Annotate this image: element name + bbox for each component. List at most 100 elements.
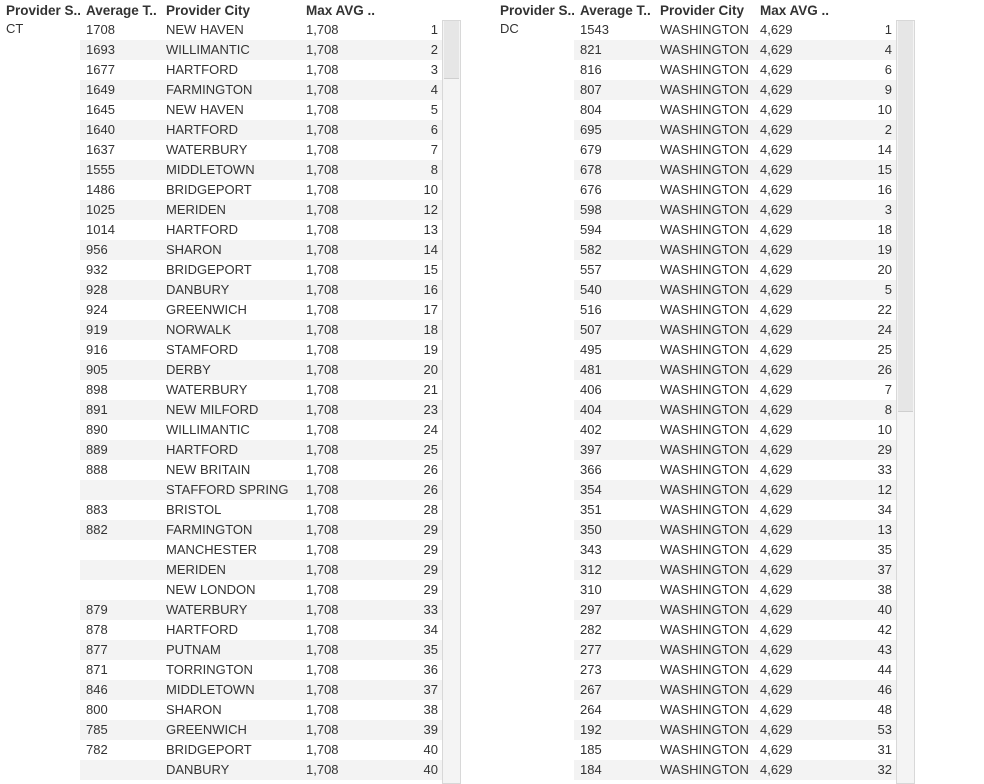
table-row[interactable]: 916 STAMFORD 1,708 19 (0, 340, 470, 360)
table-row[interactable]: 397 WASHINGTON 4,629 29 (494, 440, 984, 460)
table-row[interactable]: 264 WASHINGTON 4,629 48 (494, 700, 984, 720)
table-row[interactable]: 267 WASHINGTON 4,629 46 (494, 680, 984, 700)
header-provider-city[interactable]: Provider City (660, 3, 745, 18)
table-row[interactable]: 343 WASHINGTON 4,629 35 (494, 540, 984, 560)
table-row[interactable]: 800 SHARON 1,708 38 (0, 700, 470, 720)
table-row[interactable]: 905 DERBY 1,708 20 (0, 360, 470, 380)
table-row[interactable]: 1677 HARTFORD 1,708 3 (0, 60, 470, 80)
table-row[interactable]: 956 SHARON 1,708 14 (0, 240, 470, 260)
table-row[interactable]: 898 WATERBURY 1,708 21 (0, 380, 470, 400)
rank-cell: 5 (828, 280, 896, 300)
header-average-total[interactable]: Average T.. (86, 3, 157, 18)
table-row[interactable]: 877 PUTNAM 1,708 35 (0, 640, 470, 660)
table-row[interactable]: 366 WASHINGTON 4,629 33 (494, 460, 984, 480)
header-max-avg[interactable]: Max AVG .. (306, 3, 376, 18)
table-row[interactable]: 816 WASHINGTON 4,629 6 (494, 60, 984, 80)
left-scrollbar-thumb[interactable] (444, 21, 459, 79)
table-row[interactable]: 481 WASHINGTON 4,629 26 (494, 360, 984, 380)
table-row[interactable]: 598 WASHINGTON 4,629 3 (494, 200, 984, 220)
left-table-body[interactable]: CT 1708 NEW HAVEN 1,708 1 1693 WILLIMANTIC 1,7… (0, 20, 470, 784)
max-avg-cell: 4,629 (748, 100, 828, 120)
table-row[interactable]: 1693 WILLIMANTIC 1,708 2 (0, 40, 470, 60)
table-row[interactable]: STAFFORD SPRING 1,708 26 (0, 480, 470, 500)
table-row[interactable]: 351 WASHINGTON 4,629 34 (494, 500, 984, 520)
table-row[interactable]: 404 WASHINGTON 4,629 8 (494, 400, 984, 420)
table-row[interactable]: 678 WASHINGTON 4,629 15 (494, 160, 984, 180)
table-row[interactable]: 540 WASHINGTON 4,629 5 (494, 280, 984, 300)
table-row[interactable]: 406 WASHINGTON 4,629 7 (494, 380, 984, 400)
table-row[interactable]: 1486 BRIDGEPORT 1,708 10 (0, 180, 470, 200)
table-row[interactable]: 804 WASHINGTON 4,629 10 (494, 100, 984, 120)
table-row[interactable]: 185 WASHINGTON 4,629 31 (494, 740, 984, 760)
table-row[interactable]: 882 FARMINGTON 1,708 29 (0, 520, 470, 540)
header-max-avg[interactable]: Max AVG .. (760, 3, 830, 18)
header-provider-state[interactable]: Provider S.. (500, 3, 574, 18)
table-row[interactable]: 782 BRIDGEPORT 1,708 40 (0, 740, 470, 760)
table-row[interactable]: 932 BRIDGEPORT 1,708 15 (0, 260, 470, 280)
average-total-cell: 540 (574, 280, 654, 300)
table-row[interactable]: 821 WASHINGTON 4,629 4 (494, 40, 984, 60)
table-row[interactable]: 507 WASHINGTON 4,629 24 (494, 320, 984, 340)
table-row[interactable]: 695 WASHINGTON 4,629 2 (494, 120, 984, 140)
table-row[interactable]: 402 WASHINGTON 4,629 10 (494, 420, 984, 440)
table-row[interactable]: 1025 MERIDEN 1,708 12 (0, 200, 470, 220)
table-row[interactable]: 354 WASHINGTON 4,629 12 (494, 480, 984, 500)
table-row[interactable]: 1645 NEW HAVEN 1,708 5 (0, 100, 470, 120)
table-row[interactable]: 890 WILLIMANTIC 1,708 24 (0, 420, 470, 440)
table-row[interactable]: 594 WASHINGTON 4,629 18 (494, 220, 984, 240)
header-provider-city[interactable]: Provider City (166, 3, 251, 18)
header-average-total[interactable]: Average T.. (580, 3, 651, 18)
table-row[interactable]: 582 WASHINGTON 4,629 19 (494, 240, 984, 260)
table-row[interactable]: 1555 MIDDLETOWN 1,708 8 (0, 160, 470, 180)
table-row[interactable]: 891 NEW MILFORD 1,708 23 (0, 400, 470, 420)
table-row[interactable]: 297 WASHINGTON 4,629 40 (494, 600, 984, 620)
table-row[interactable]: 183WASHINGTON4,62950 (494, 780, 984, 784)
table-row[interactable]: 495 WASHINGTON 4,629 25 (494, 340, 984, 360)
table-row[interactable]: 1640 HARTFORD 1,708 6 (0, 120, 470, 140)
table-row[interactable]: 888 NEW BRITAIN 1,708 26 (0, 460, 470, 480)
table-row[interactable]: 846 MIDDLETOWN 1,708 37 (0, 680, 470, 700)
table-row[interactable]: 676 WASHINGTON 4,629 16 (494, 180, 984, 200)
table-row[interactable]: 679 WASHINGTON 4,629 14 (494, 140, 984, 160)
table-row[interactable]: 919 NORWALK 1,708 18 (0, 320, 470, 340)
table-row[interactable]: 192 WASHINGTON 4,629 53 (494, 720, 984, 740)
table-row[interactable]: 310 WASHINGTON 4,629 38 (494, 580, 984, 600)
table-row[interactable]: 557 WASHINGTON 4,629 20 (494, 260, 984, 280)
table-row[interactable]: 350 WASHINGTON 4,629 13 (494, 520, 984, 540)
table-row[interactable]: 1649 FARMINGTON 1,708 4 (0, 80, 470, 100)
average-total-cell: 891 (80, 400, 162, 420)
table-row[interactable]: 889 HARTFORD 1,708 25 (0, 440, 470, 460)
table-row[interactable]: 277 WASHINGTON 4,629 43 (494, 640, 984, 660)
max-avg-cell: 4,629 (748, 360, 828, 380)
table-row[interactable]: 928 DANBURY 1,708 16 (0, 280, 470, 300)
table-row[interactable]: 924 GREENWICH 1,708 17 (0, 300, 470, 320)
table-row[interactable]: 879 WATERBURY 1,708 33 (0, 600, 470, 620)
table-row[interactable]: 273 WASHINGTON 4,629 44 (494, 660, 984, 680)
table-row[interactable]: 871 TORRINGTON 1,708 36 (0, 660, 470, 680)
table-row[interactable]: 1014 HARTFORD 1,708 13 (0, 220, 470, 240)
table-row[interactable]: 516 WASHINGTON 4,629 22 (494, 300, 984, 320)
header-provider-state[interactable]: Provider S.. (6, 3, 80, 18)
table-row[interactable]: 1637 WATERBURY 1,708 7 (0, 140, 470, 160)
left-scrollbar[interactable] (442, 20, 461, 784)
rank-cell: 29 (380, 580, 442, 600)
table-row[interactable]: MERIDEN 1,708 29 (0, 560, 470, 580)
table-row[interactable]: 184 WASHINGTON 4,629 32 (494, 760, 984, 780)
table-row[interactable]: MANCHESTER 1,708 29 (0, 540, 470, 560)
table-row[interactable]: 785 GREENWICH 1,708 39 (0, 720, 470, 740)
table-row[interactable]: 1543 WASHINGTON 4,629 1 (494, 20, 984, 40)
table-row[interactable]: 807 WASHINGTON 4,629 9 (494, 80, 984, 100)
table-row[interactable]: 312 WASHINGTON 4,629 37 (494, 560, 984, 580)
table-row[interactable]: 883 BRISTOL 1,708 28 (0, 500, 470, 520)
rank-cell: 37 (828, 560, 896, 580)
right-scrollbar-thumb[interactable] (898, 21, 913, 412)
table-row[interactable]: DANBURY 1,708 40 (0, 760, 470, 780)
right-scrollbar[interactable] (896, 20, 915, 784)
table-row[interactable]: 1708 NEW HAVEN 1,708 1 (0, 20, 470, 40)
table-row[interactable]: 282 WASHINGTON 4,629 42 (494, 620, 984, 640)
right-table-body[interactable]: DC 1543 WASHINGTON 4,629 1 821 WASHINGTON 4,62… (494, 20, 984, 784)
table-row[interactable]: NEW LONDON 1,708 29 (0, 580, 470, 600)
table-row[interactable]: 878 HARTFORD 1,708 34 (0, 620, 470, 640)
rank-cell: 15 (380, 260, 442, 280)
